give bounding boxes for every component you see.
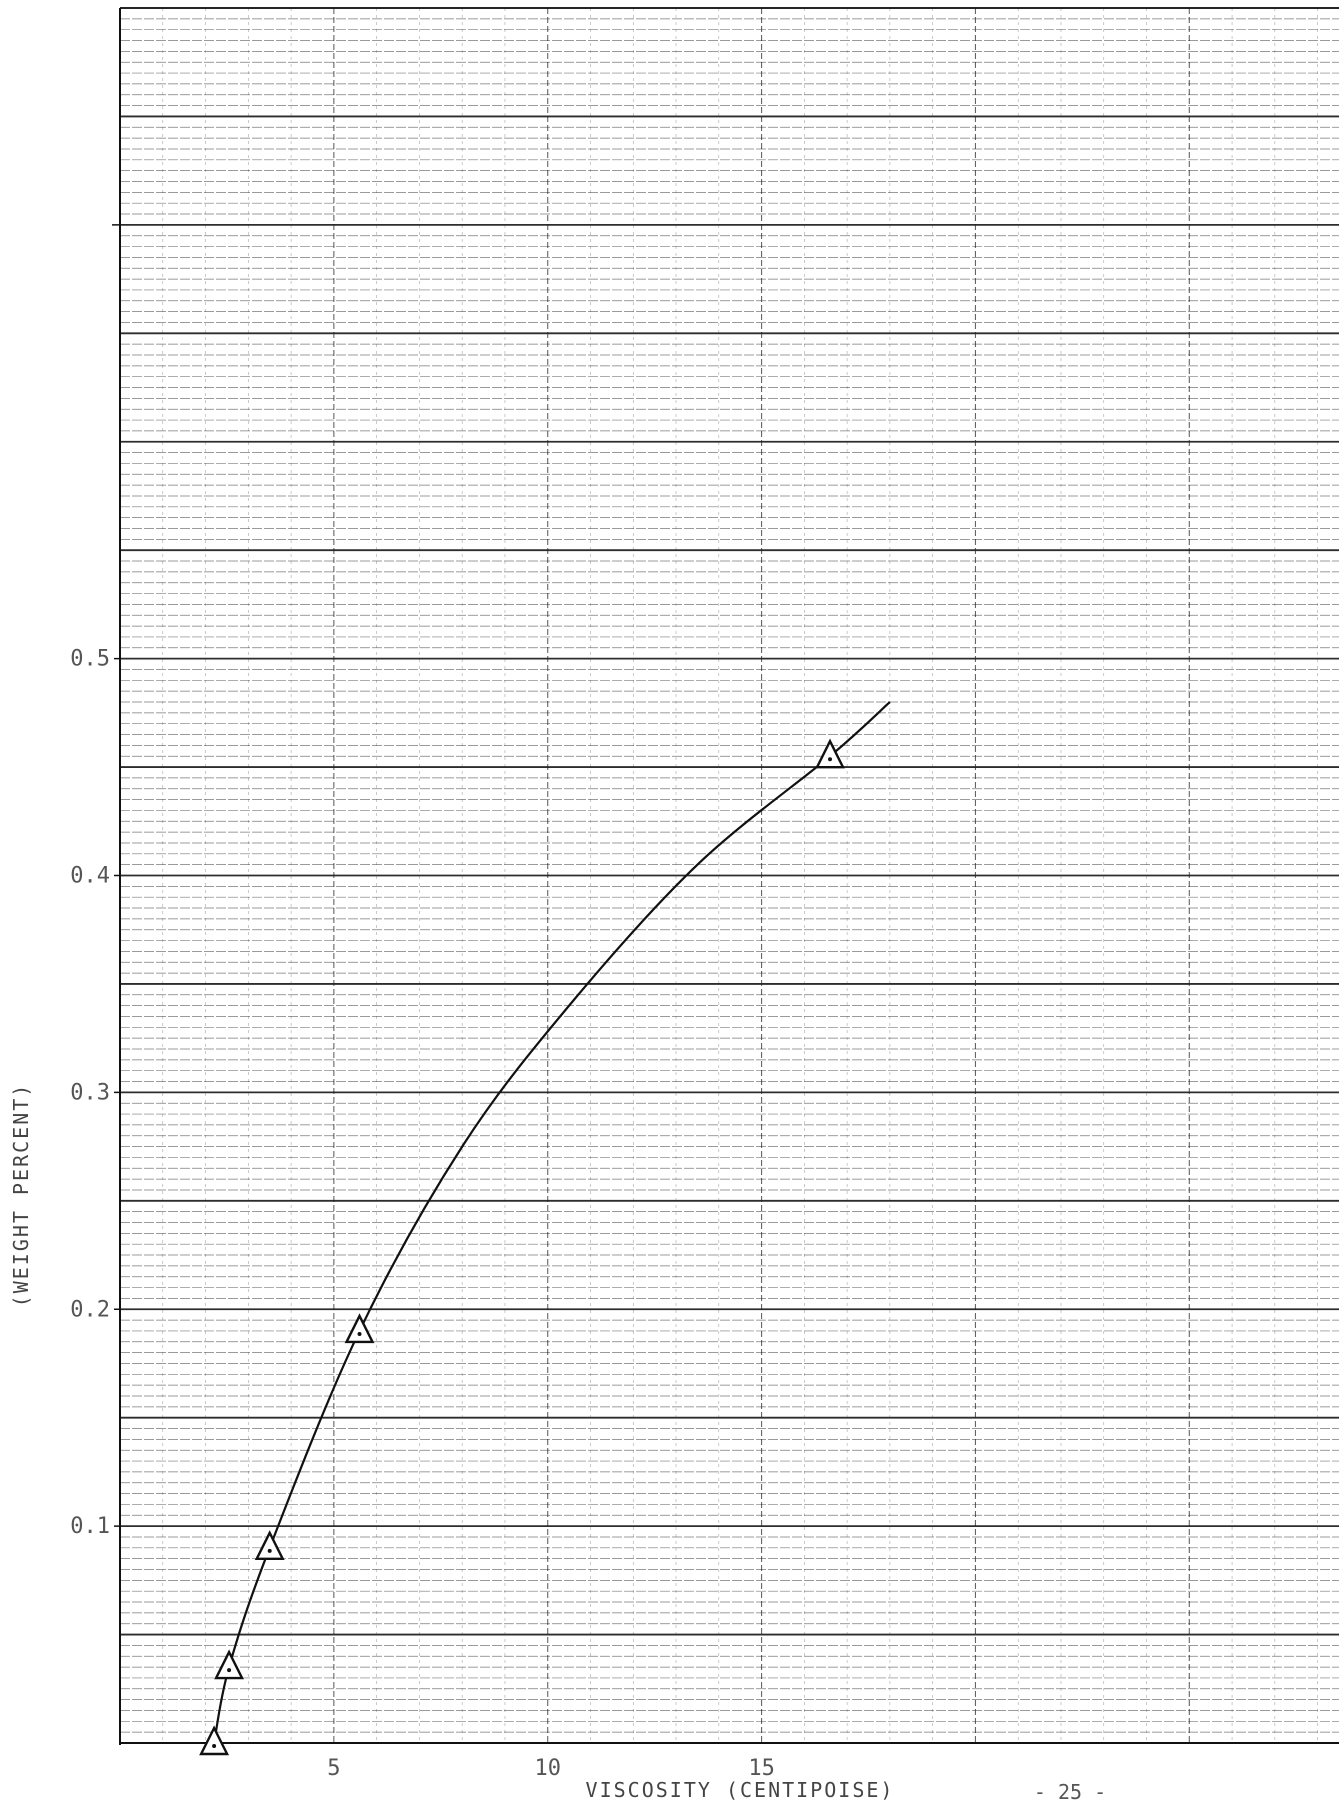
page-number: - 25 - <box>1034 1780 1106 1804</box>
y-tick-label: 0.1 <box>70 1514 110 1539</box>
triangle-marker <box>199 1725 230 1756</box>
triangle-marker <box>344 1313 375 1344</box>
data-markers <box>199 738 845 1756</box>
marker-dot <box>267 1548 272 1553</box>
triangle-marker <box>815 738 845 769</box>
y-tick-label: 0.3 <box>70 1080 110 1105</box>
marker-dot <box>212 1744 217 1748</box>
axes <box>119 7 1339 1745</box>
x-tick-label: 10 <box>534 1756 561 1781</box>
x-tick-label: 15 <box>748 1756 775 1781</box>
x-tick-label: 5 <box>327 1756 340 1781</box>
grid-lines <box>119 7 1339 1744</box>
y-tick-label: 0.5 <box>70 647 110 672</box>
triangle-marker <box>214 1649 245 1680</box>
series-line <box>213 701 891 1744</box>
tick-labels: 5 10 15 0.1 0.2 0.3 0.4 0.5 <box>70 224 775 1781</box>
y-axis-title: (WEIGHT PERCENT) <box>9 1083 33 1308</box>
y-tick-label: 0.2 <box>70 1297 110 1322</box>
triangle-marker <box>254 1530 285 1561</box>
marker-dot <box>828 757 833 762</box>
x-axis-title: VISCOSITY (CENTIPOISE) <box>586 1778 895 1802</box>
marker-dot <box>227 1668 232 1673</box>
y-tick-label: 0.4 <box>70 864 110 889</box>
marker-dot <box>357 1331 362 1336</box>
